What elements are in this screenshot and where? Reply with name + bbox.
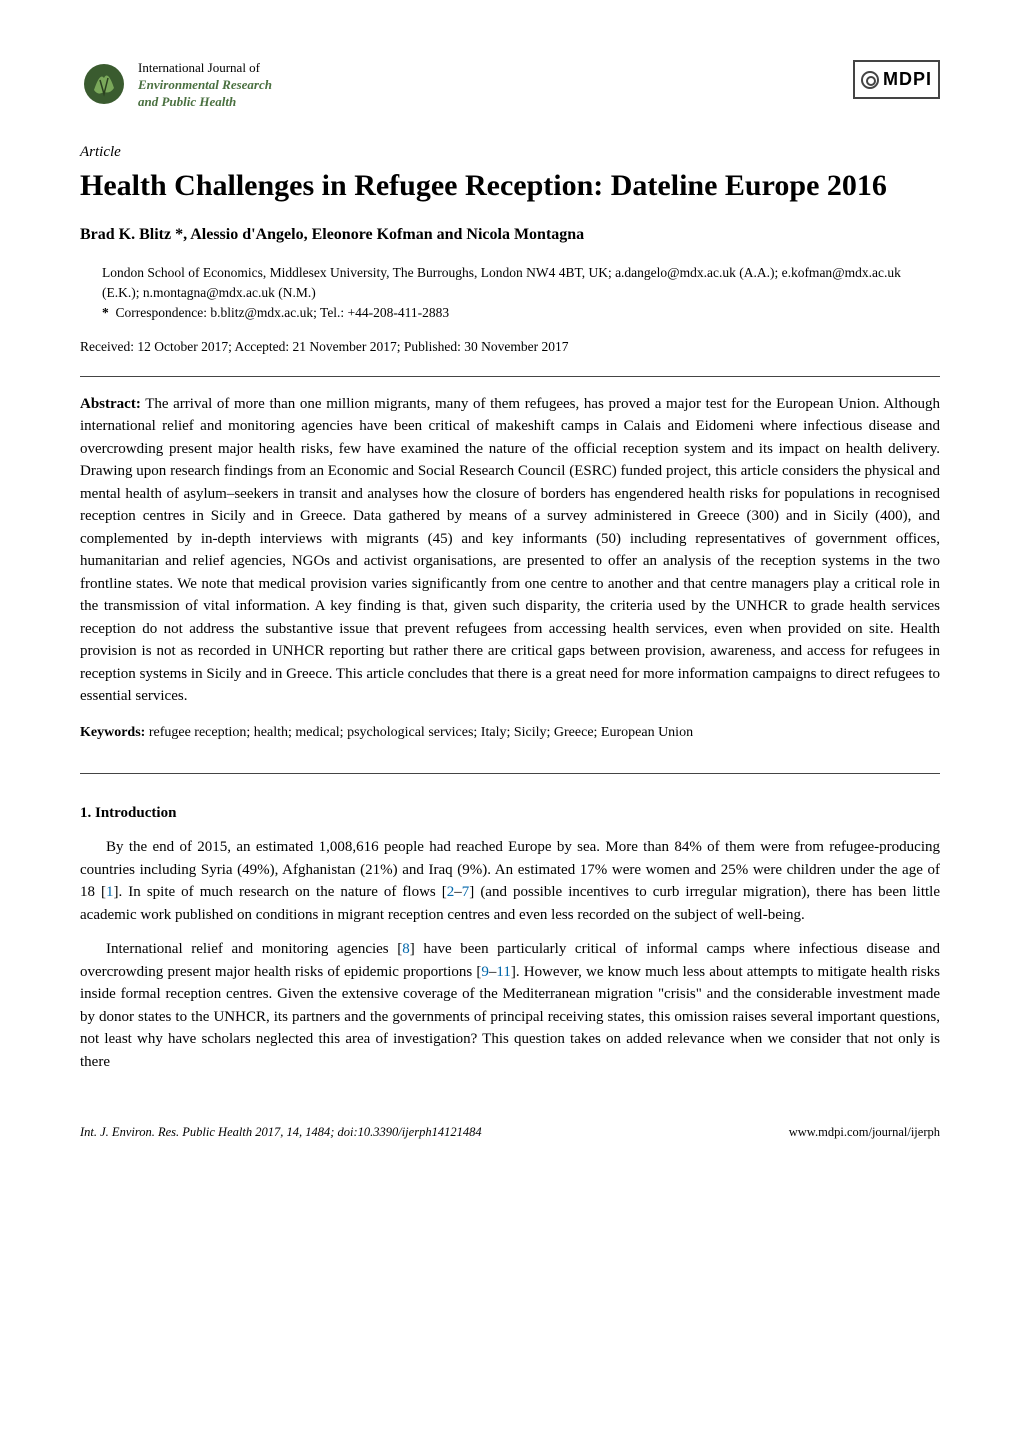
journal-logo-icon: [80, 60, 128, 108]
abstract-block: Abstract: The arrival of more than one m…: [80, 376, 940, 774]
journal-name: International Journal of Environmental R…: [138, 60, 272, 111]
authors-line: Brad K. Blitz *, Alessio d'Angelo, Eleon…: [80, 223, 940, 247]
intro-para-2: International relief and monitoring agen…: [80, 938, 940, 1073]
section-heading-introduction: 1. Introduction: [80, 802, 940, 825]
abstract-label: Abstract:: [80, 396, 141, 412]
abstract-text: The arrival of more than one million mig…: [80, 396, 940, 705]
page-header: International Journal of Environmental R…: [80, 60, 940, 111]
mdpi-circle-icon: [861, 71, 879, 89]
journal-line2: Environmental Research: [138, 77, 272, 94]
page-footer: Int. J. Environ. Res. Public Health 2017…: [80, 1123, 940, 1142]
para1-seg-c: –: [454, 884, 462, 900]
para2-seg-a: International relief and monitoring agen…: [106, 941, 402, 957]
citation-ref-1[interactable]: 1: [106, 884, 114, 900]
article-title: Health Challenges in Refugee Reception: …: [80, 167, 940, 205]
journal-line3: and Public Health: [138, 94, 272, 111]
keywords-paragraph: Keywords: refugee reception; health; med…: [80, 722, 940, 743]
correspondence-line: * Correspondence: b.blitz@mdx.ac.uk; Tel…: [116, 303, 940, 323]
article-dates: Received: 12 October 2017; Accepted: 21 …: [80, 337, 940, 357]
publisher-logo: MDPI: [853, 60, 940, 99]
citation-ref-8[interactable]: 8: [402, 941, 410, 957]
intro-para-1: By the end of 2015, an estimated 1,008,6…: [80, 836, 940, 926]
journal-logo-block: International Journal of Environmental R…: [80, 60, 272, 111]
correspondence-text: Correspondence: b.blitz@mdx.ac.uk; Tel.:…: [116, 305, 450, 320]
affiliation-block: London School of Economics, Middlesex Un…: [80, 263, 940, 324]
citation-ref-9[interactable]: 9: [481, 964, 489, 980]
para1-seg-b: ]. In spite of much research on the natu…: [114, 884, 447, 900]
affiliation-text: London School of Economics, Middlesex Un…: [102, 263, 940, 304]
keywords-label: Keywords:: [80, 725, 145, 740]
publisher-logo-text: MDPI: [883, 66, 932, 93]
abstract-paragraph: Abstract: The arrival of more than one m…: [80, 393, 940, 708]
citation-ref-11[interactable]: 11: [496, 964, 510, 980]
correspondence-marker: *: [102, 305, 109, 320]
footer-left: Int. J. Environ. Res. Public Health 2017…: [80, 1123, 482, 1142]
article-type: Article: [80, 141, 940, 164]
footer-right[interactable]: www.mdpi.com/journal/ijerph: [789, 1123, 940, 1142]
keywords-text: refugee reception; health; medical; psyc…: [149, 725, 693, 740]
journal-line1: International Journal of: [138, 60, 272, 77]
